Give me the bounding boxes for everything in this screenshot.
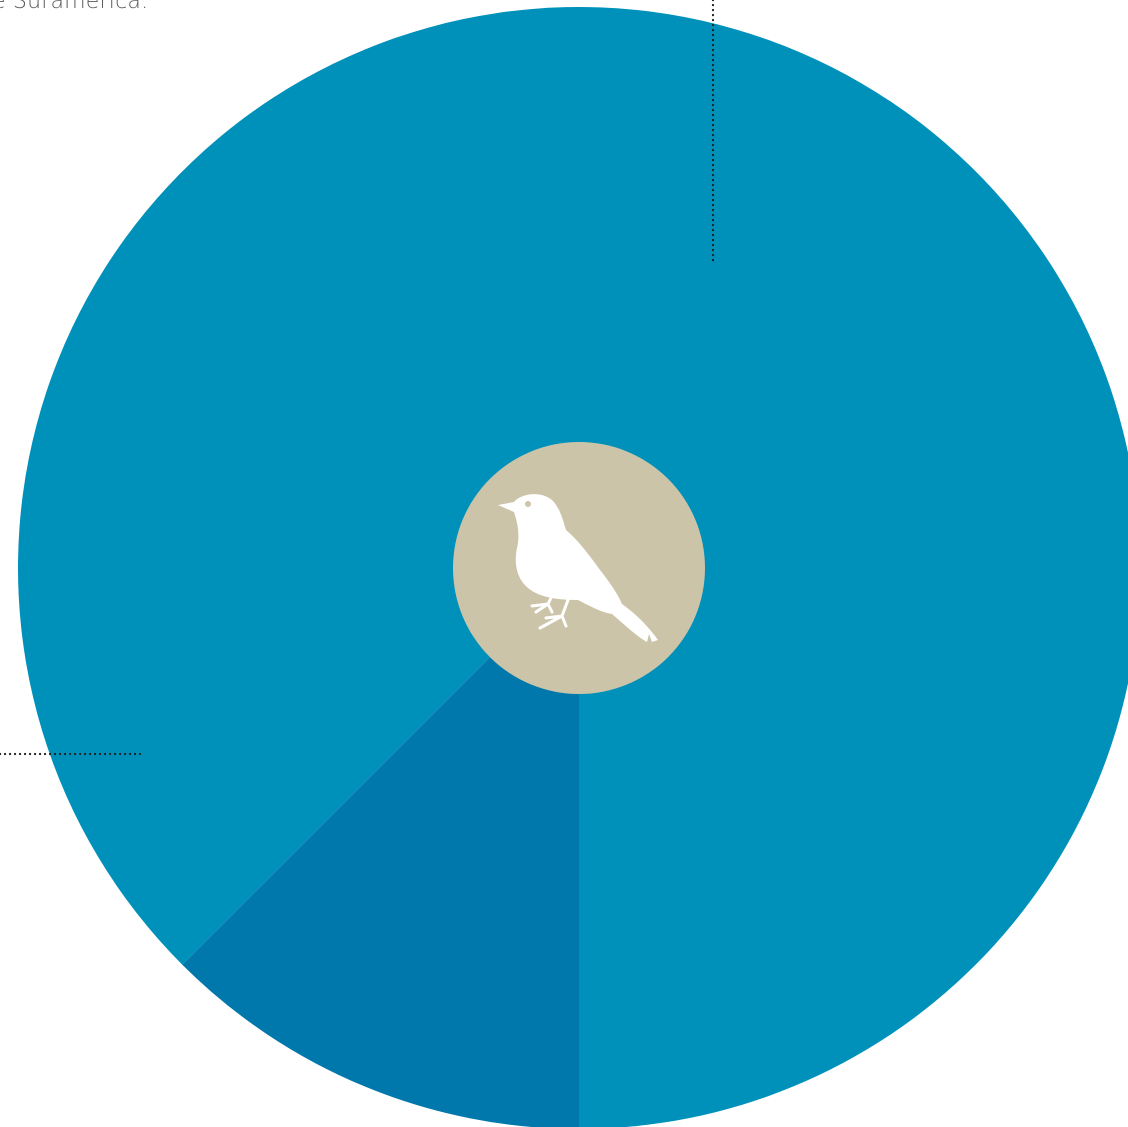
center-badge	[453, 442, 705, 694]
bird-icon	[498, 494, 658, 642]
bird-body	[498, 494, 658, 642]
pie-slice-2	[182, 568, 579, 1127]
bird-eye	[525, 501, 531, 507]
leader-lines	[0, 0, 715, 756]
chart-caption: e Suramérica.	[0, 0, 149, 14]
bird-legs	[530, 594, 570, 630]
pie-slice-3	[579, 568, 1128, 1127]
